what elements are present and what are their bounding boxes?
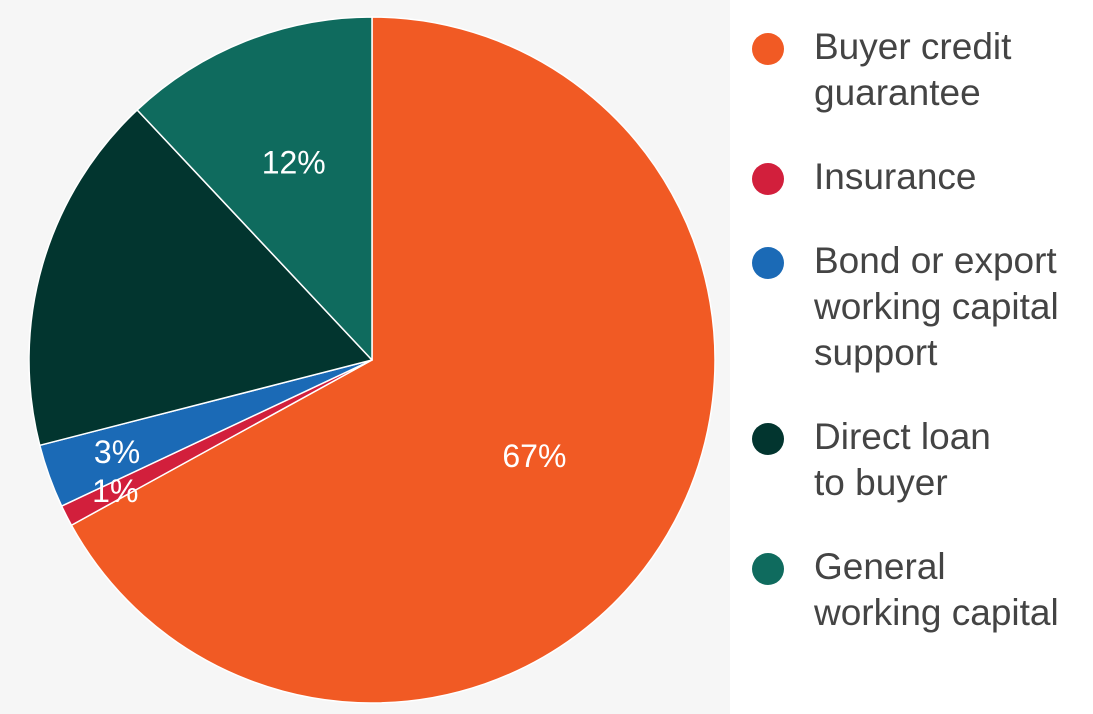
legend-label-bond-or-export: Bond or export working capital support: [814, 240, 1059, 373]
chart-area: 67% 1% 3% 12%: [28, 16, 716, 704]
legend-swatch-general-working-capital: [752, 553, 784, 585]
slice-label-bond-or-export-working-capital-support: 3%: [94, 434, 140, 470]
legend-label-direct-loan: Direct loan to buyer: [814, 416, 991, 503]
legend-swatch-bond-or-export: [752, 247, 784, 279]
legend-swatch-direct-loan: [752, 423, 784, 455]
chart-legend: Buyer credit guarantee Insurance Bond or…: [752, 24, 1090, 674]
pie-slice-direct-loan-to-buyer: [28, 109, 373, 447]
legend-item-buyer-credit-guarantee: Buyer credit guarantee: [752, 24, 1090, 116]
legend-swatch-insurance: [752, 163, 784, 195]
legend-label-general-working-capital: General working capital: [814, 546, 1059, 633]
legend-item-direct-loan: Direct loan to buyer: [752, 414, 1090, 506]
slice-label-buyer-credit-guarantee: 67%: [502, 438, 566, 474]
pie-slice-buyer-credit-guarantee: [70, 16, 716, 704]
pie-slice-general-working-capital: [136, 16, 373, 361]
legend-item-general-working-capital: General working capital: [752, 544, 1090, 636]
legend-label-insurance: Insurance: [814, 156, 977, 197]
legend-swatch-buyer-credit-guarantee: [752, 33, 784, 65]
legend-item-insurance: Insurance: [752, 154, 1090, 200]
legend-label-buyer-credit-guarantee: Buyer credit guarantee: [814, 26, 1012, 113]
slice-label-general-working-capital: 12%: [262, 144, 326, 180]
slice-label-insurance: 1%: [92, 473, 138, 509]
legend-item-bond-or-export: Bond or export working capital support: [752, 238, 1090, 376]
pie-chart: 67% 1%3% 12%: [28, 16, 716, 704]
